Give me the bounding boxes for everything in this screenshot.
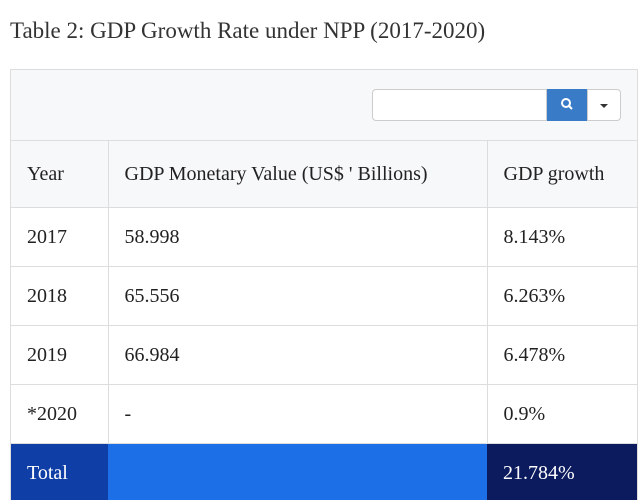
header-row: Year GDP Monetary Value (US$ ' Billions)… — [11, 141, 637, 208]
caret-icon — [600, 104, 608, 108]
total-label: Total — [11, 443, 108, 500]
total-empty — [108, 443, 487, 500]
table-cell: 0.9% — [487, 384, 637, 444]
header-cell: Year — [11, 141, 109, 208]
table-cell: 2017 — [11, 207, 109, 267]
table-title: Table 2: GDP Growth Rate under NPP (2017… — [10, 18, 486, 43]
table-row: *2020-0.9% — [11, 384, 637, 444]
table-cell: 6.478% — [487, 325, 637, 385]
table-cell: 8.143% — [487, 207, 637, 267]
table-cell: *2020 — [11, 384, 109, 444]
data-table: Year GDP Monetary Value (US$ ' Billions)… — [11, 141, 637, 500]
table-row: 2017 58.998 8.143% — [11, 207, 637, 267]
table-cell: 65.556 — [108, 266, 488, 326]
table-widget: Year GDP Monetary Value (US$ ' Billions)… — [10, 69, 638, 500]
table-body: 2017 58.998 8.143% 2018 65.556 6.263% 2019 66.9… — [11, 207, 637, 500]
header-cell: GDP growth — [487, 141, 637, 208]
search-icon — [561, 98, 573, 110]
table-cell: 66.984 — [108, 325, 488, 385]
table-cell: - — [108, 384, 488, 444]
table-cell: 2019 — [11, 325, 109, 385]
table-cell: 2018 — [11, 266, 109, 326]
total-value: 21.784% — [487, 443, 637, 500]
dropdown-button[interactable] — [587, 89, 621, 121]
search-input[interactable] — [372, 89, 547, 121]
table-row: 2019 66.984 6.478% — [11, 325, 637, 385]
table-cell: 6.263% — [487, 266, 637, 326]
search-button[interactable] — [547, 89, 587, 121]
toolbar — [11, 70, 637, 141]
total-row: Total 21.784% — [11, 443, 637, 500]
table-cell: 58.998 — [108, 207, 488, 267]
header-cell: GDP Monetary Value (US$ ' Billions) — [108, 141, 488, 208]
table-row: 2018 65.556 6.263% — [11, 266, 637, 326]
